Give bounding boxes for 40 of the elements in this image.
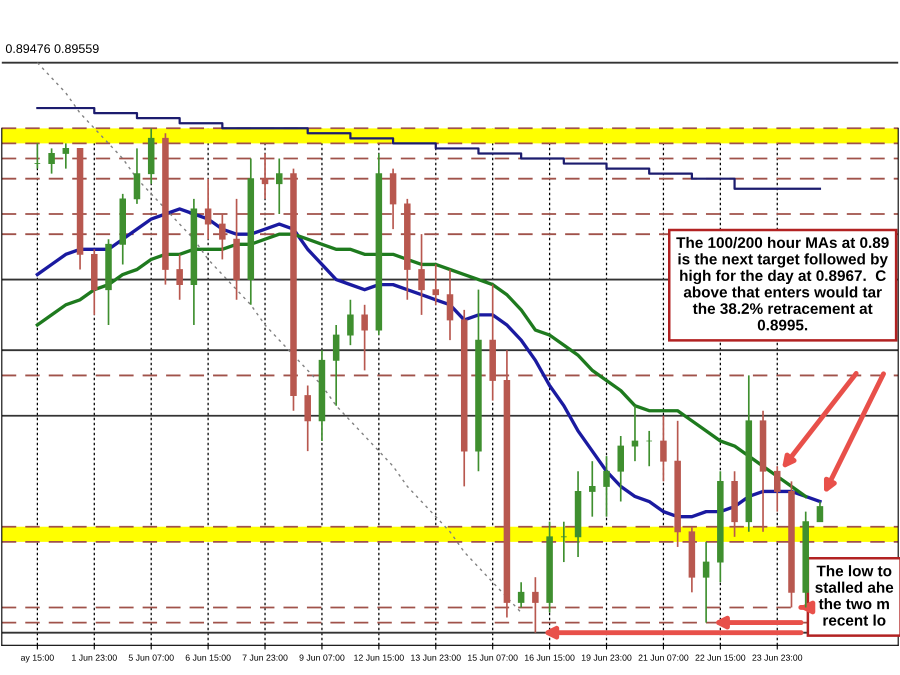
- x-tick-label: 1 Jun 23:00: [72, 654, 117, 661]
- candlestick: [204, 178, 212, 240]
- x-tick-label: ay 15:00: [20, 654, 54, 662]
- candlestick: [560, 520, 568, 563]
- candlestick: [702, 541, 710, 624]
- x-tick-label: 6 Jun 15:00: [186, 654, 231, 661]
- candlestick: [418, 233, 425, 316]
- candlestick: [774, 465, 781, 512]
- x-tick-label: 23 Jun 23:00: [752, 654, 802, 661]
- candlestick: [660, 414, 667, 482]
- candlestick: [361, 304, 368, 372]
- candlestick: [518, 581, 524, 608]
- annotation: The low to stalled ahe the two m recent lo: [815, 565, 894, 626]
- candlestick: [62, 142, 70, 170]
- candlestick: [262, 152, 268, 200]
- candlestick: [816, 500, 824, 523]
- x-tick-label: 12 Jun 15:00: [354, 654, 404, 661]
- candlestick: [176, 254, 183, 301]
- candlestick: [632, 404, 638, 462]
- x-tick-label: 5 Jun 07:00: [128, 654, 174, 661]
- x-tick-label: 13 Jun 23:00: [411, 654, 461, 661]
- x-tick-label: 16 Jun 15:00: [524, 654, 575, 661]
- annotation: The 100/200 hour MAs at 0.89 is the next target followed by high for the day at 0.8967. C above that enters would tar the 38.2% retracement at 0.8995.: [676, 236, 889, 330]
- candlestick: [589, 460, 596, 518]
- chart-title: 0.89476 0.89559: [6, 44, 99, 54]
- x-tick-label: 19 Jun 23:00: [582, 654, 632, 661]
- candlestick: [646, 430, 652, 468]
- candlestick: [532, 576, 539, 634]
- candlestick: [432, 264, 440, 306]
- candlestick: [347, 298, 354, 346]
- candlestick: [219, 213, 226, 260]
- candlestick: [48, 148, 55, 174]
- candlestick: [276, 158, 283, 215]
- x-tick-label: 9 Jun 07:00: [299, 654, 344, 661]
- candlestick: [603, 455, 610, 518]
- x-tick-label: 22 Jun 15:00: [695, 654, 746, 661]
- x-tick-label: 7 Jun 23:00: [242, 654, 288, 661]
- x-tick-label: 21 Jun 07:00: [638, 654, 688, 661]
- candlestick: [34, 142, 41, 170]
- x-tick-label: 15 Jun 07:00: [468, 654, 518, 661]
